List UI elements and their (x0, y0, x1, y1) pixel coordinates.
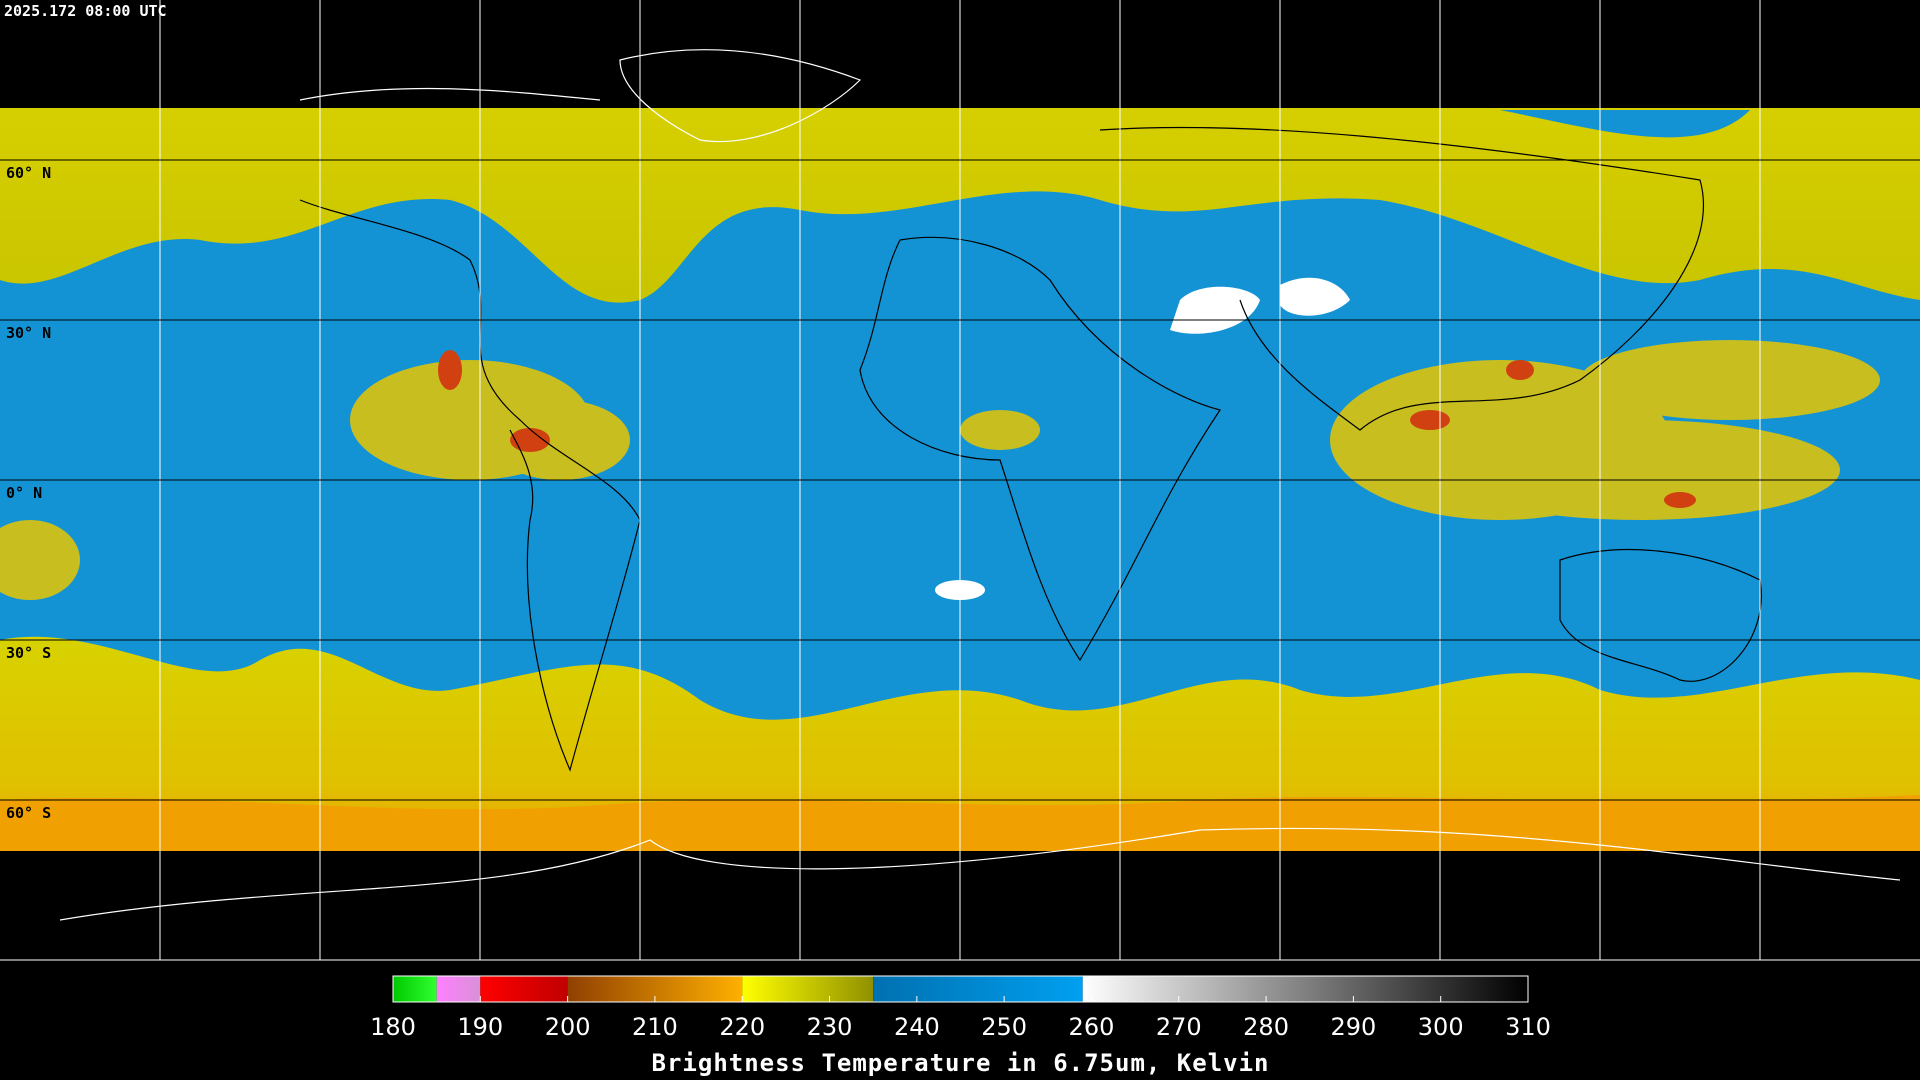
latitude-label: 60° N (6, 164, 51, 182)
latitude-labels: 60° N 30° N 0° N 30° S 60° S (6, 164, 51, 822)
colorbar-frame (392, 975, 1529, 1003)
latitude-label: 60° S (6, 804, 51, 822)
colorbar-tick-label: 190 (457, 1013, 503, 1041)
graticule (0, 0, 1920, 961)
colorbar-tick-label: 290 (1330, 1013, 1376, 1041)
colorbar-tick-label: 300 (1418, 1013, 1464, 1041)
colorbar-tick-label: 260 (1069, 1013, 1115, 1041)
colorbar-segment (742, 976, 874, 1002)
colorbar-segment (1082, 976, 1528, 1002)
latitude-label: 0° N (6, 484, 42, 502)
colorbar-segment (873, 976, 1083, 1002)
dry-air (935, 277, 1350, 600)
colorbar-tick-label: 310 (1505, 1013, 1551, 1041)
colorbar-tick-label: 200 (545, 1013, 591, 1041)
colorbar-title: Brightness Temperature in 6.75um, Kelvin (652, 1049, 1270, 1077)
latitude-label: 30° S (6, 644, 51, 662)
colorbar-tick-label: 180 (370, 1013, 416, 1041)
colorbar-tick-label: 250 (981, 1013, 1027, 1041)
colorbar-tick-label: 220 (719, 1013, 765, 1041)
colorbar-tick-label: 210 (632, 1013, 678, 1041)
colorbar-tick-label: 270 (1156, 1013, 1202, 1041)
timestamp: 2025.172 08:00 UTC (4, 2, 167, 20)
colorbar-segment (436, 976, 481, 1002)
polar-coastlines (59, 49, 1901, 921)
latitude-label: 30° N (6, 324, 51, 342)
colorbar-tick-label: 230 (807, 1013, 853, 1041)
colorbar: 180 190 200 210 220 230 240 250 260 270 280 290 300 3… (370, 975, 1551, 1077)
colorbar-tick-label: 240 (894, 1013, 940, 1041)
colorbar-segment (480, 976, 568, 1002)
colorbar-tick-label: 280 (1243, 1013, 1289, 1041)
colorbar-segment (393, 976, 437, 1002)
clear-patch (1500, 110, 1750, 138)
